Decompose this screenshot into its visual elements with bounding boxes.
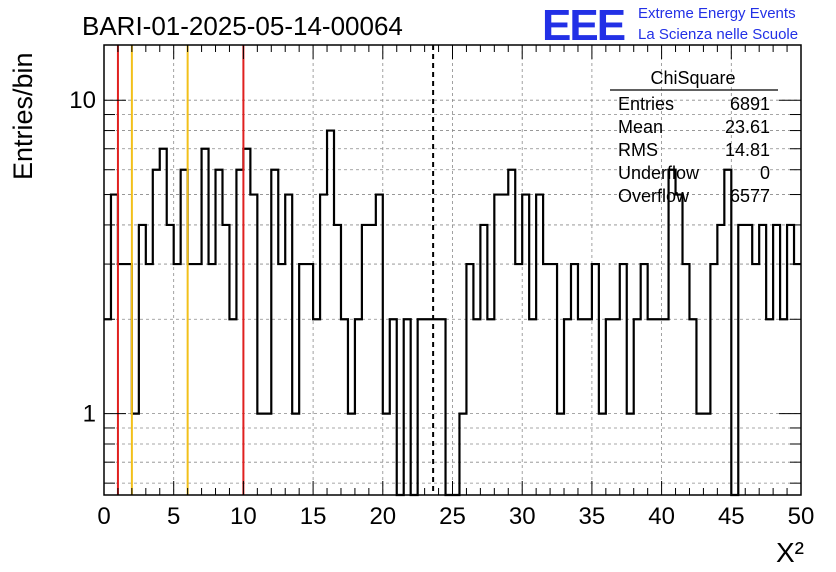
reference-lines xyxy=(116,45,435,495)
x-tick-label: 5 xyxy=(167,503,180,530)
stats-row-value: 6891 xyxy=(730,94,770,114)
stats-row-label: RMS xyxy=(618,140,658,160)
axis-ticks xyxy=(103,45,802,495)
y-tick-labels: 1 10 xyxy=(69,87,96,427)
stats-row-value: 23.61 xyxy=(725,117,770,137)
stats-row-label: Underflow xyxy=(618,163,700,183)
x-tick-label: 15 xyxy=(300,503,327,530)
x-tick-labels: 0 5 10 15 20 25 30 35 40 45 50 xyxy=(97,503,814,530)
logo-line-2: La Scienza nelle Scuole xyxy=(638,26,798,43)
stats-row-value: 14.81 xyxy=(725,140,770,160)
grid xyxy=(104,45,801,495)
logo-line-1: Extreme Energy Events xyxy=(638,5,796,22)
x-tick-label: 20 xyxy=(369,503,396,530)
run-title: BARI-01-2025-05-14-00064 xyxy=(82,11,403,41)
x-axis-label: Χ² xyxy=(776,537,804,568)
x-tick-label: 50 xyxy=(788,503,815,530)
x-tick-label: 10 xyxy=(230,503,257,530)
x-tick-label: 30 xyxy=(509,503,536,530)
stats-box: ChiSquare Entries 6891 Mean 23.61 RMS 14.81 Un… xyxy=(610,68,778,206)
stats-row-label: Overflow xyxy=(618,186,690,206)
stats-row-value: 6577 xyxy=(730,186,770,206)
y-tick-label: 10 xyxy=(69,87,96,114)
y-axis-label: Entries/bin xyxy=(8,52,38,180)
stats-row-label: Entries xyxy=(618,94,674,114)
stats-row-label: Mean xyxy=(618,117,663,137)
eee-logo: EEE xyxy=(542,1,625,50)
x-tick-label: 25 xyxy=(439,503,466,530)
y-tick-label: 1 xyxy=(83,401,96,428)
x-tick-label: 35 xyxy=(579,503,606,530)
stats-box-title: ChiSquare xyxy=(650,68,735,88)
x-tick-label: 45 xyxy=(718,503,745,530)
stats-row-value: 0 xyxy=(760,163,770,183)
x-tick-label: 0 xyxy=(97,503,110,530)
x-tick-label: 40 xyxy=(648,503,675,530)
